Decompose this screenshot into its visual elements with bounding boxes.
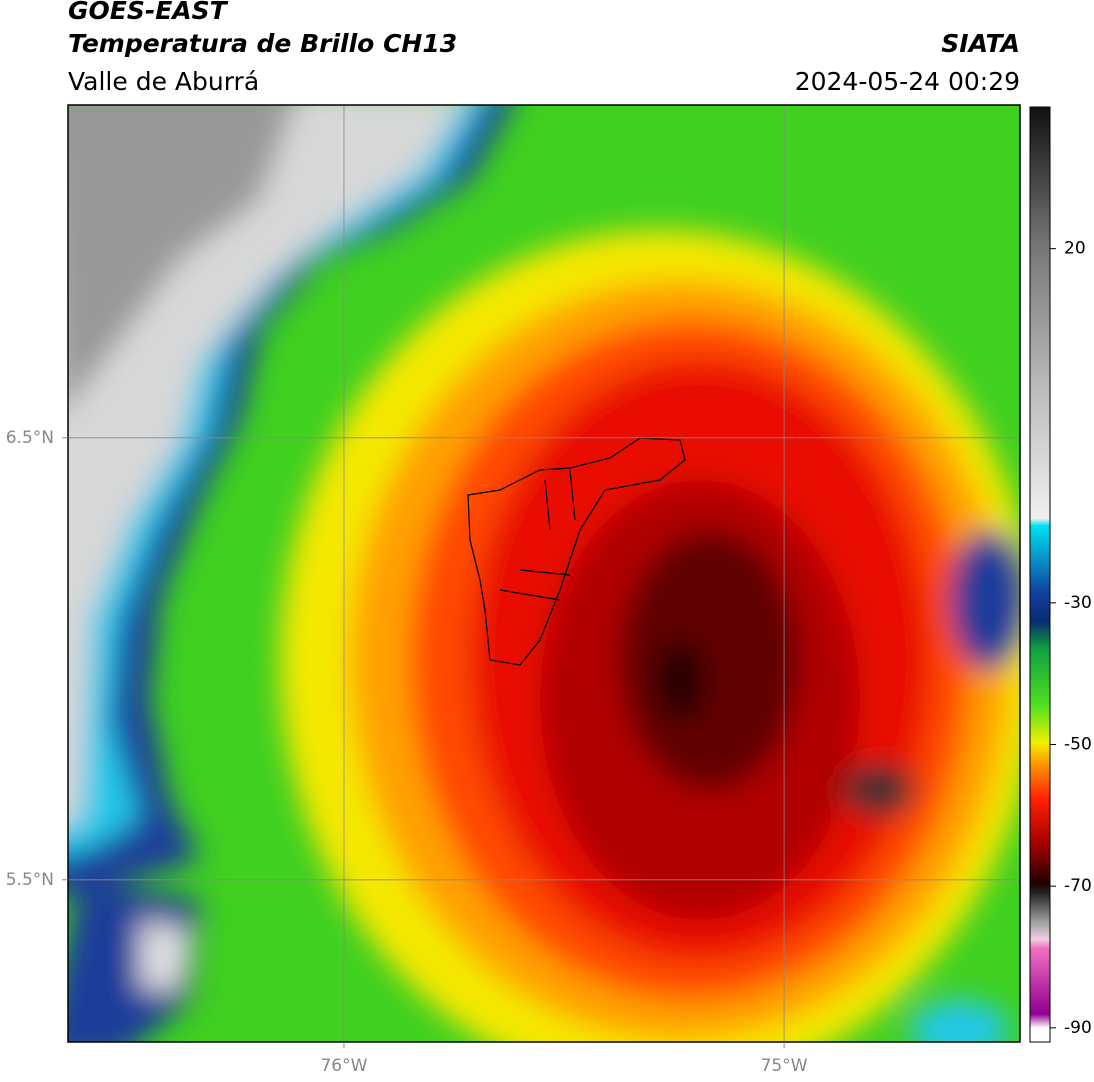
map-frame [67, 104, 1021, 1043]
region: Valle de Aburrá [68, 67, 259, 96]
colorbar-tick-label: -90 [1064, 1018, 1092, 1038]
colorbar [1029, 106, 1051, 1043]
datetime: 2024-05-24 00:29 [795, 67, 1020, 96]
colorbar-tick-label: -70 [1064, 876, 1092, 896]
colorbar-tick-label: -50 [1064, 735, 1092, 755]
colorbar-tick-label: 20 [1064, 239, 1086, 259]
lon-tick-label: 76°W [320, 1056, 367, 1076]
colorbar-tick-label: -30 [1064, 593, 1092, 613]
lat-tick-label: 5.5°N [6, 870, 54, 890]
subtitle: Temperatura de Brillo CH13 [68, 29, 457, 58]
lon-tick-label: 75°W [761, 1056, 808, 1076]
source: SIATA [941, 29, 1020, 58]
graticule [68, 105, 1020, 1042]
title: GOES-EAST [68, 0, 229, 25]
lat-tick-label: 6.5°N [6, 428, 54, 448]
brightness-field [68, 105, 1020, 1042]
